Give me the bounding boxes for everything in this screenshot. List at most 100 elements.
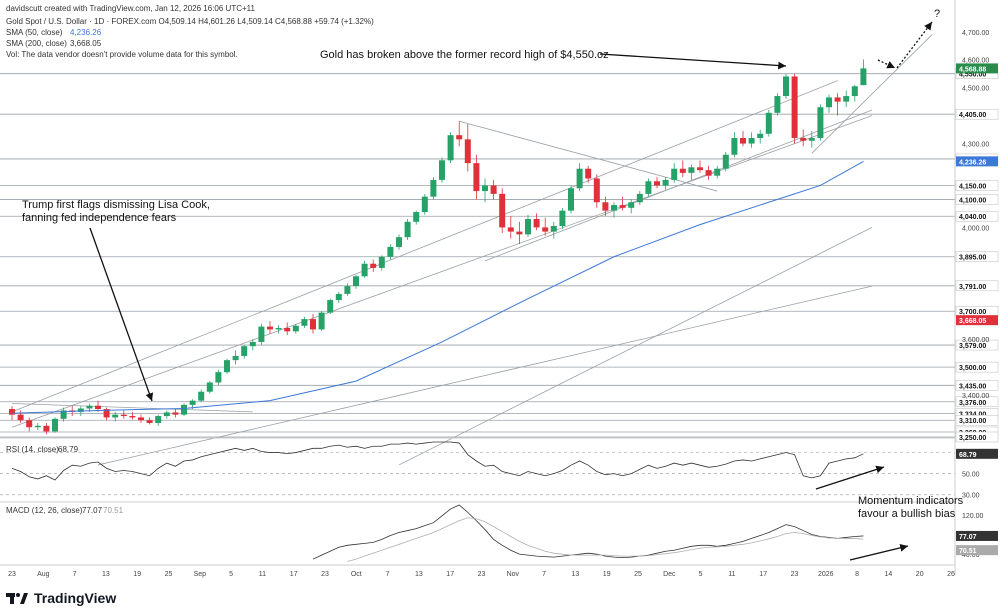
macd-header-value2: 70.51 <box>103 506 124 515</box>
candle-body-14 <box>129 416 136 418</box>
rsi-value-label: 68.79 <box>959 452 977 459</box>
macd-header-value1: 77.07 <box>82 506 103 515</box>
level-label-4150: 4,150.00 <box>959 183 986 190</box>
sma50-line-group: 4,568.88 4,236.26 3,668.05 <box>11 63 998 414</box>
time-tick-12: 7 <box>386 571 390 578</box>
candle-body-48 <box>421 196 428 213</box>
price-tick-4000: 4,000.00 <box>962 225 989 232</box>
time-tick-6: Sep <box>194 571 207 578</box>
candle-body-71 <box>619 205 626 208</box>
candle-body-76 <box>662 179 669 186</box>
candle-body-18 <box>163 412 170 417</box>
candle-body-91 <box>791 76 798 138</box>
level-badge-bg-4100 <box>955 194 999 205</box>
candle-body-11 <box>103 409 110 418</box>
time-tick-3: 13 <box>102 571 110 578</box>
time-tick-18: 13 <box>572 571 580 578</box>
candle-body-69 <box>602 202 609 211</box>
candle-body-62 <box>542 227 549 232</box>
signal-value-label: 70.51 <box>959 548 977 555</box>
candle-body-13 <box>120 414 127 417</box>
candle-body-85 <box>740 137 746 144</box>
momentum-note-line1: Momentum indicators <box>858 495 964 507</box>
candle-body-97 <box>843 96 850 102</box>
trendline-5 <box>484 109 873 262</box>
macd-momentum-arrow <box>849 544 909 561</box>
candle-body-57 <box>499 193 506 228</box>
candle-body-70 <box>611 205 617 211</box>
candle-body-1 <box>17 414 24 421</box>
candle-body-19 <box>172 412 179 415</box>
level-label-3500: 3,500.00 <box>959 365 986 372</box>
candle-body-80 <box>697 167 703 171</box>
macd-tick-40: 40.00 <box>962 552 980 559</box>
current-price-label: 4,568.88 <box>959 66 986 73</box>
trump-note-line2: fanning fed independence fears <box>22 212 177 224</box>
projection-arrow-2 <box>896 21 933 69</box>
candle-body-2 <box>26 420 33 428</box>
time-tick-5: 25 <box>165 571 173 578</box>
candle-body-55 <box>482 185 488 192</box>
candle-body-90 <box>783 76 789 97</box>
candle-body-66 <box>576 168 583 189</box>
time-tick-22: 5 <box>699 571 703 578</box>
symbol-line: Gold Spot / U.S. Dollar · 1D · FOREX.com… <box>6 17 374 26</box>
macd-series-macd <box>312 504 864 560</box>
trump-arrow <box>89 227 154 402</box>
candle-body-21 <box>189 400 196 405</box>
time-tick-13: 13 <box>415 571 423 578</box>
candle-body-15 <box>138 417 144 421</box>
candle-body-73 <box>636 193 643 203</box>
price-tick-3600: 3,600.00 <box>962 337 989 344</box>
level-label-4040: 4,040.00 <box>959 214 986 221</box>
level-badge-bg-3376 <box>955 396 999 408</box>
candle-body-89 <box>774 96 781 113</box>
candle-body-63 <box>550 226 557 232</box>
candle-body-84 <box>731 137 738 155</box>
time-tick-30: 26 <box>947 571 955 578</box>
candle-body-46 <box>404 221 411 238</box>
question-mark: ? <box>934 8 940 20</box>
time-tick-28: 14 <box>885 571 893 578</box>
candle-body-34 <box>301 319 308 326</box>
time-tick-15: 23 <box>478 571 486 578</box>
candle-body-0 <box>9 409 15 415</box>
candle-body-26 <box>232 355 239 361</box>
trendline-6 <box>11 403 253 413</box>
level-badge-bg-4405 <box>955 108 999 120</box>
level-badge-bg-3791 <box>955 280 999 292</box>
level-label-4100: 4,100.00 <box>959 197 986 204</box>
candle-body-25 <box>224 360 230 373</box>
candle-body-99 <box>860 68 867 86</box>
candle-body-98 <box>851 86 858 97</box>
axes: 23 Aug 7 13 19 25 Sep 5 11 17 23 Oct 7 13 17 23 Nov 7 13 19… <box>8 571 955 578</box>
candle-body-41 <box>361 263 368 277</box>
time-tick-4: 19 <box>133 571 141 578</box>
candle-body-20 <box>181 404 187 415</box>
time-tick-17: 7 <box>542 571 546 578</box>
candle-body-36 <box>318 312 325 330</box>
candle-body-59 <box>516 231 523 235</box>
time-tick-29: 20 <box>916 571 924 578</box>
level-label-3579: 3,579.00 <box>959 343 986 350</box>
trendline-2 <box>398 227 873 466</box>
time-tick-2: 7 <box>73 571 77 578</box>
level-label-3435: 3,435.00 <box>959 383 986 390</box>
candle-body-95 <box>826 97 832 108</box>
candle-body-52 <box>456 135 463 140</box>
candle-body-75 <box>654 181 660 186</box>
candle-body-94 <box>817 107 824 138</box>
tradingview-logo-icon <box>6 593 28 604</box>
trendline-0 <box>11 80 838 413</box>
candle-body-86 <box>748 137 755 144</box>
candle-body-45 <box>396 237 402 247</box>
sma50-value: 4,236.26 <box>70 28 102 37</box>
time-tick-24: 17 <box>759 571 767 578</box>
candle-body-49 <box>430 179 437 197</box>
price-tick-4500: 4,500.00 <box>962 86 989 93</box>
candle-body-64 <box>559 210 566 226</box>
candle-body-74 <box>645 181 652 194</box>
trendline-3 <box>97 285 873 466</box>
time-tick-27: 8 <box>855 571 859 578</box>
